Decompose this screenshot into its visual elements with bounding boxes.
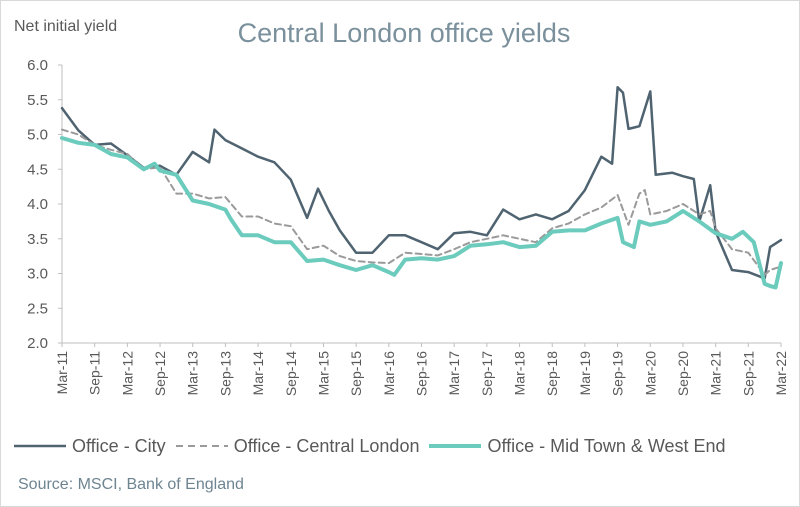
legend-label-midtown-west-end: Office - Mid Town & West End (487, 435, 726, 456)
x-tick-label: Mar-21 (708, 351, 724, 396)
legend-swatch-central-london (175, 445, 228, 447)
series-line-office-city (60, 85, 783, 280)
source-note: Source: MSCI, Bank of England (18, 476, 244, 493)
x-tick-label: Mar-22 (773, 351, 789, 396)
x-tick-label: Sep-20 (675, 351, 691, 396)
legend-item-central-london: Office - Central London (175, 435, 420, 457)
legend-item-midtown-west-end: Office - Mid Town & West End (429, 435, 726, 457)
x-tick-label: Mar-17 (446, 351, 462, 396)
chart-legend: Office - City Office - Central London Of… (14, 436, 800, 456)
y-tick-label: 4.0 (27, 196, 48, 213)
x-tick-label: Mar-11 (54, 351, 70, 395)
y-tick-label: 5.0 (27, 127, 48, 144)
y-tick-label: 4.5 (27, 161, 48, 178)
y-tick-label: 2.0 (27, 335, 48, 352)
y-tick-label: 3.0 (27, 266, 48, 283)
x-tick-label: Sep-17 (479, 351, 495, 396)
x-tick-label: Mar-20 (642, 351, 658, 396)
x-tick-label: Sep-14 (283, 351, 299, 396)
legend-label-central-london: Office - Central London (233, 435, 420, 456)
x-tick-label: Mar-15 (315, 351, 331, 396)
chart-axes: 2.0 2.5 3.0 3.5 4.0 4.5 5.0 5.5 6.0 Mar-11 Sep-11 M… (27, 57, 789, 396)
series-line-office-central-london (61, 128, 782, 276)
x-tick-label: Mar-14 (250, 351, 266, 396)
x-tick-label: Mar-13 (185, 351, 201, 396)
y-axis-label: Net initial yield (14, 18, 118, 35)
x-tick-label: Sep-13 (217, 351, 233, 396)
y-tick-label: 6.0 (27, 57, 48, 74)
x-tick-label: Sep-11 (87, 351, 103, 395)
x-tick-label: Mar-19 (577, 351, 593, 396)
legend-label-city: Office - City (72, 435, 166, 456)
x-tick-label: Sep-19 (610, 351, 626, 396)
x-tick-label: Sep-15 (348, 351, 364, 396)
y-tick-label: 2.5 (27, 300, 48, 317)
x-tick-label: Mar-16 (381, 351, 397, 396)
series-layer (60, 85, 783, 290)
x-tick-label: Sep-21 (740, 351, 756, 396)
legend-swatch-city (14, 444, 66, 448)
x-tick-label: Sep-12 (152, 351, 168, 396)
legend-item-city: Office - City (14, 436, 166, 457)
chart-title: Central London office yields (237, 18, 571, 48)
series-line-office-mid-town-west-end (60, 136, 783, 290)
y-tick-label: 3.5 (27, 231, 48, 248)
x-tick-label: Mar-18 (512, 351, 528, 396)
x-tick-label: Sep-18 (544, 351, 560, 396)
legend-swatch-midtown-west-end (429, 444, 482, 448)
x-tick-label: Mar-12 (119, 351, 135, 396)
y-tick-label: 5.5 (27, 92, 48, 109)
x-tick-label: Sep-16 (414, 351, 430, 396)
